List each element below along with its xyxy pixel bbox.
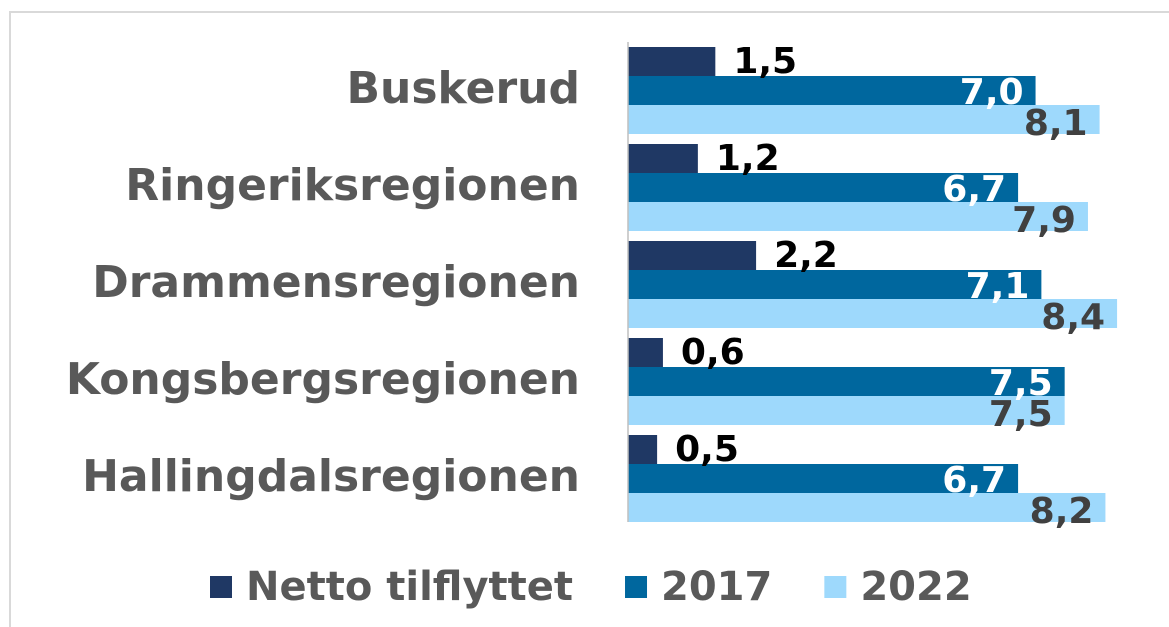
bar [628,105,1100,134]
value-label: 1,2 [716,138,780,179]
value-label: 8,4 [1041,297,1105,338]
bar [628,144,698,173]
bar [628,338,663,367]
category-label: Drammensregionen [92,257,580,308]
value-label: 7,5 [989,363,1053,404]
value-label: 7,5 [989,394,1053,435]
value-label: 8,1 [1024,103,1088,144]
legend-label: 2022 [860,564,971,610]
value-label: 6,7 [942,460,1006,501]
bar [628,76,1036,105]
category-label: Ringeriksregionen [125,160,580,211]
legend-swatch [824,576,847,598]
bar [628,493,1106,522]
bar [628,464,1019,493]
bar [628,299,1118,328]
value-label: 0,6 [681,332,745,373]
bar [628,435,658,464]
value-label: 2,2 [774,235,838,276]
value-label: 7,0 [960,72,1024,113]
chart-frame [9,11,1169,627]
category-label: Hallingdalsregionen [82,451,580,502]
value-label: 0,5 [675,429,739,470]
category-label: Buskerud [347,63,581,114]
value-label: 8,2 [1030,491,1094,532]
legend-swatch [210,576,232,598]
value-label: 7,1 [966,266,1030,307]
bar [628,241,757,270]
value-label: 1,5 [733,41,797,82]
value-label: 7,9 [1012,200,1076,241]
legend-label: 2017 [661,564,772,610]
bar [628,270,1042,299]
legend-label: Netto tilflyttet [246,564,573,610]
bar [628,367,1065,396]
value-label: 6,7 [942,169,1006,210]
bar [628,396,1065,425]
bar [628,202,1088,231]
bar [628,47,716,76]
bar [628,173,1019,202]
category-label: Kongsbergsregionen [66,354,580,405]
legend-swatch [625,576,648,598]
